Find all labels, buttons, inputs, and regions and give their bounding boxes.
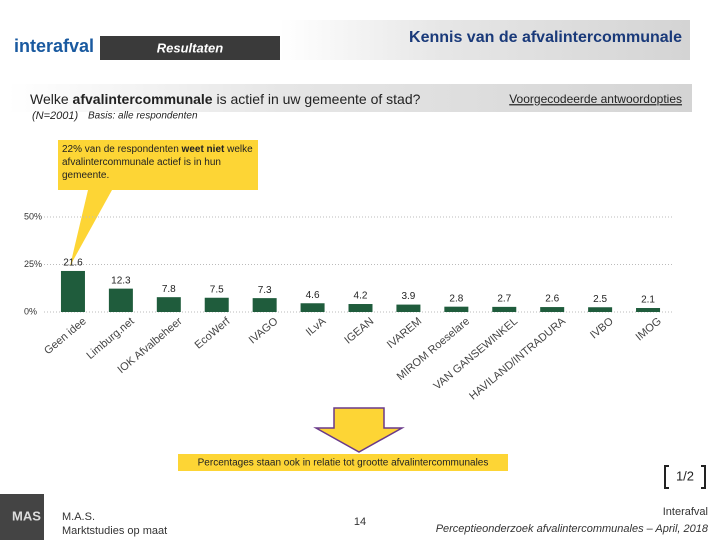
page-marker: 1/2: [676, 468, 694, 483]
callout-box: [58, 140, 258, 190]
value-label: 7.3: [258, 285, 272, 296]
value-label: 12.3: [111, 275, 131, 286]
callout-pointer: [70, 190, 112, 266]
value-label: 21.6: [63, 258, 83, 269]
value-label: 2.1: [641, 295, 655, 306]
note: Percentages staan ook in relatie tot gro…: [198, 458, 489, 469]
callout-post: welke afvalintercommunale actief is in h…: [62, 144, 253, 181]
x-tick-label: HAVILAND/INTRADURA: [467, 315, 568, 403]
bar: [492, 306, 517, 312]
value-label: 2.7: [497, 294, 511, 305]
study: Perceptieonderzoek afvalintercommunales …: [436, 523, 709, 535]
sample: (N=2001): [32, 110, 79, 122]
x-tick-label: IVAREM: [385, 315, 424, 351]
question-post: is actief in uw gemeente of stad?: [213, 91, 421, 107]
value-label: 4.6: [306, 290, 320, 301]
bar: [156, 297, 181, 312]
bar: [300, 303, 325, 312]
tagline: Marktstudies op maat: [62, 525, 167, 537]
value-label: 3.9: [401, 291, 415, 302]
bar: [588, 307, 613, 312]
footer-logo-box: [0, 494, 44, 540]
y-tick-label: 0%: [24, 306, 37, 316]
value-label: 2.5: [593, 294, 607, 305]
page-number: 14: [354, 516, 366, 528]
basis: Basis: alle respondenten: [88, 111, 198, 122]
bar: [108, 288, 133, 312]
x-tick-label: ILvA: [304, 315, 329, 339]
value-label: 7.8: [162, 284, 176, 295]
value-label: 4.2: [354, 291, 368, 302]
callout-bold: weet niet: [181, 144, 225, 155]
value-label: 2.6: [545, 294, 559, 305]
callout-pre: 22% van de respondenten: [62, 144, 182, 155]
x-tick-label: IGEAN: [342, 315, 376, 346]
title: Kennis van de afvalintercommunale: [409, 29, 682, 46]
x-tick-label: IVAGO: [247, 315, 281, 346]
footer-logo: MAS: [12, 508, 41, 523]
arrow: [313, 407, 405, 453]
bar: [444, 306, 469, 312]
title-band: [280, 20, 690, 60]
question-band: [8, 84, 692, 112]
bar: [252, 298, 277, 312]
question-bold: afvalintercommunale: [73, 91, 213, 107]
note-box: [178, 454, 508, 471]
company: M.A.S.: [62, 511, 95, 523]
bar: [540, 307, 565, 312]
x-tick-label: VAN GANSEWINKEL: [431, 315, 520, 392]
y-tick-label: 50%: [24, 211, 42, 221]
x-tick-label: IMOG: [634, 315, 664, 343]
question-pre: Welke: [30, 91, 73, 107]
x-tick-label: EcoWerf: [193, 315, 234, 352]
x-tick-label: IVBO: [588, 315, 616, 341]
bar: [348, 304, 373, 312]
client: Interafval: [663, 506, 708, 518]
bar: [60, 270, 85, 312]
question: Welke afvalintercommunale is actief in u…: [30, 91, 421, 107]
bar: [204, 297, 229, 312]
callout: 22% van de respondenten weet niet welke …: [62, 144, 253, 181]
bar: [396, 304, 421, 312]
question-link: Voorgecodeerde antwoordopties: [509, 92, 682, 106]
x-tick-label: Geen idee: [42, 315, 89, 357]
y-tick-label: 25%: [24, 259, 42, 269]
value-label: 2.8: [449, 293, 463, 304]
logo: interafval: [14, 36, 94, 56]
bracket: [664, 465, 706, 489]
bar: [636, 308, 661, 312]
section: Resultaten: [157, 40, 224, 55]
section-band: [100, 36, 280, 60]
value-label: 7.5: [210, 284, 224, 295]
